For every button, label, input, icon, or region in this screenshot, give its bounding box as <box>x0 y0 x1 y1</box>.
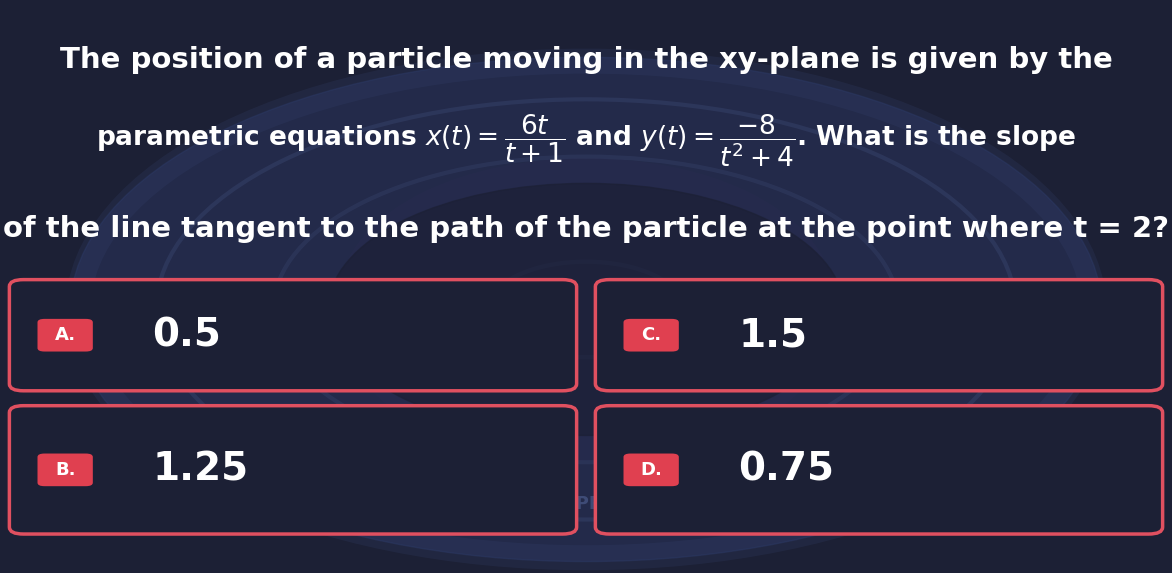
Text: The position of a particle moving in the xy-plane is given by the: The position of a particle moving in the… <box>60 46 1112 74</box>
FancyBboxPatch shape <box>595 406 1163 534</box>
Text: 1.5: 1.5 <box>738 316 808 354</box>
FancyBboxPatch shape <box>9 406 577 534</box>
Text: parametric equations $x(t) = \dfrac{6t}{t+1}$ and $y(t) = \dfrac{-8}{t^2+4}$. Wh: parametric equations $x(t) = \dfrac{6t}{… <box>96 112 1076 169</box>
Text: of the line tangent to the path of the particle at the point where t = 2?: of the line tangent to the path of the p… <box>4 215 1168 243</box>
Text: B.: B. <box>55 461 75 479</box>
Text: C.: C. <box>641 326 661 344</box>
FancyBboxPatch shape <box>38 319 93 351</box>
Text: A.: A. <box>55 326 76 344</box>
Text: D.: D. <box>640 461 662 479</box>
FancyBboxPatch shape <box>9 280 577 391</box>
Text: 0.75: 0.75 <box>738 451 834 489</box>
Text: 1.25: 1.25 <box>152 451 248 489</box>
FancyBboxPatch shape <box>624 319 679 351</box>
Circle shape <box>70 57 1102 562</box>
FancyBboxPatch shape <box>595 280 1163 391</box>
Text: 0.5: 0.5 <box>152 316 222 354</box>
FancyBboxPatch shape <box>38 454 93 486</box>
FancyBboxPatch shape <box>624 454 679 486</box>
Circle shape <box>328 183 844 435</box>
Text: PHILIPPINES: PHILIPPINES <box>523 495 649 513</box>
